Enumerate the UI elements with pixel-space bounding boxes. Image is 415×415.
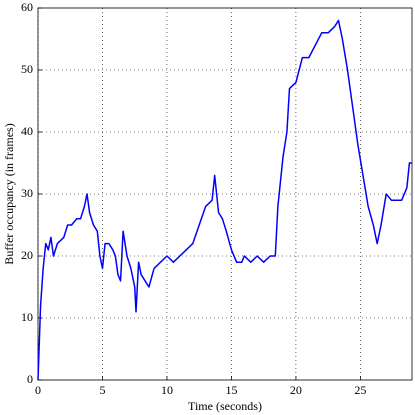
y-tick-label: 30: [21, 186, 33, 200]
x-axis-label: Time (seconds): [188, 399, 262, 413]
y-tick-label: 0: [27, 372, 33, 386]
y-tick-label: 20: [21, 248, 33, 262]
x-tick-label: 20: [290, 383, 302, 397]
x-tick-label: 5: [99, 383, 105, 397]
y-tick-label: 10: [21, 310, 33, 324]
data-line: [37, 19, 412, 381]
x-tick-label: 10: [161, 383, 173, 397]
y-tick-label: 40: [21, 124, 33, 138]
x-tick-label: 0: [35, 383, 41, 397]
y-tick-label: 50: [21, 62, 33, 76]
x-tick-label: 25: [354, 383, 366, 397]
y-axis-label: Buffer occupancy (in frames): [2, 123, 16, 264]
x-tick-label: 15: [225, 383, 237, 397]
y-tick-label: 60: [21, 0, 33, 14]
